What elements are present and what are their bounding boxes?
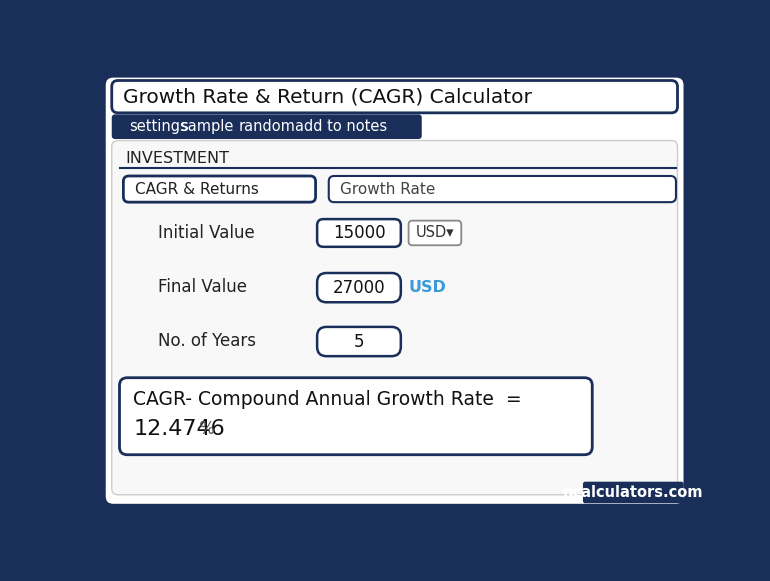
Text: 5: 5 <box>353 332 364 350</box>
Text: %: % <box>194 419 215 437</box>
Text: CAGR- Compound Annual Growth Rate  =: CAGR- Compound Annual Growth Rate = <box>133 390 522 409</box>
Text: settings: settings <box>129 119 188 134</box>
Text: USD: USD <box>409 280 447 295</box>
Text: CAGR & Returns: CAGR & Returns <box>135 182 259 196</box>
Text: add to notes: add to notes <box>295 119 387 134</box>
FancyBboxPatch shape <box>583 482 684 503</box>
Text: Growth Rate & Return (CAGR) Calculator: Growth Rate & Return (CAGR) Calculator <box>122 87 531 106</box>
Text: sample: sample <box>180 119 233 134</box>
FancyBboxPatch shape <box>112 81 678 113</box>
Text: Growth Rate: Growth Rate <box>340 182 436 196</box>
Text: random: random <box>239 119 296 134</box>
FancyBboxPatch shape <box>112 141 678 495</box>
FancyBboxPatch shape <box>317 219 401 247</box>
FancyBboxPatch shape <box>409 221 461 245</box>
FancyBboxPatch shape <box>329 176 676 202</box>
Text: 27000: 27000 <box>333 279 385 297</box>
Text: USD▾: USD▾ <box>416 225 454 241</box>
Text: Initial Value: Initial Value <box>159 224 255 242</box>
Text: 15000: 15000 <box>333 224 385 242</box>
Text: 12.4746: 12.4746 <box>133 418 225 439</box>
Text: No. of Years: No. of Years <box>159 332 256 350</box>
FancyBboxPatch shape <box>104 76 685 505</box>
FancyBboxPatch shape <box>119 378 592 455</box>
FancyBboxPatch shape <box>317 273 401 302</box>
Text: ncalculators.com: ncalculators.com <box>563 485 704 500</box>
FancyBboxPatch shape <box>123 176 316 202</box>
Text: INVESTMENT: INVESTMENT <box>126 151 229 166</box>
FancyBboxPatch shape <box>112 114 422 139</box>
FancyBboxPatch shape <box>317 327 401 356</box>
Text: Final Value: Final Value <box>159 278 247 296</box>
